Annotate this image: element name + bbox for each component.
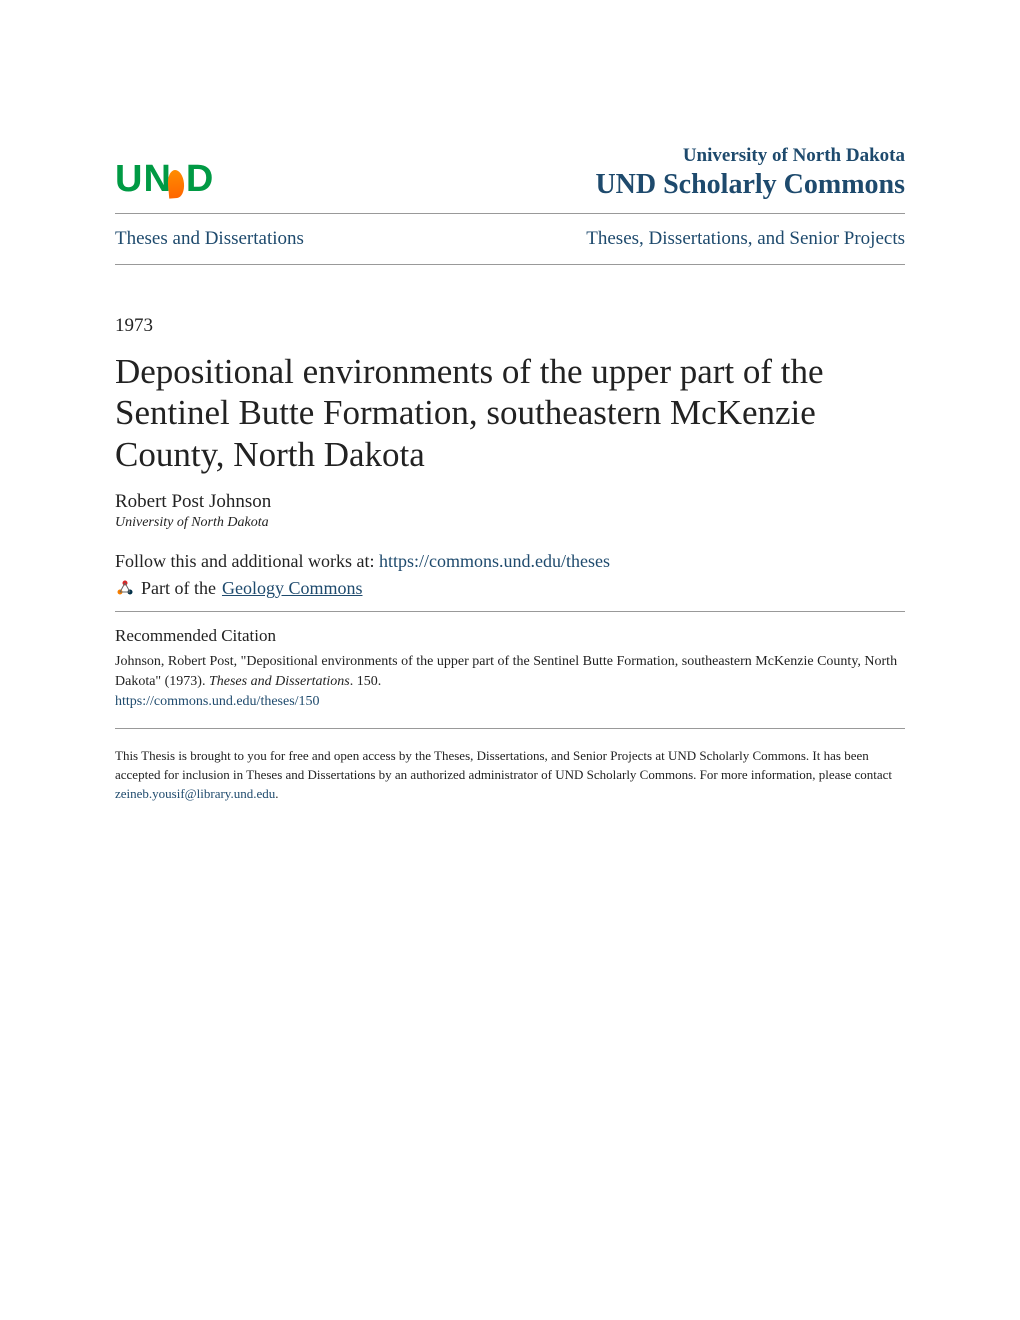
follow-url-link[interactable]: https://commons.und.edu/theses (379, 551, 610, 571)
breadcrumb-nav: Theses and Dissertations Theses, Dissert… (115, 214, 905, 265)
nav-left-link[interactable]: Theses and Dissertations (115, 228, 304, 250)
citation-section: Recommended Citation Johnson, Robert Pos… (115, 612, 905, 730)
citation-heading: Recommended Citation (115, 626, 905, 646)
logo[interactable]: U N D (115, 158, 214, 201)
footer-email-link[interactable]: zeineb.yousif@library.und.edu (115, 786, 275, 801)
author-affiliation: University of North Dakota (115, 515, 905, 531)
page-container: U N D University of North Dakota UND Sch… (0, 0, 1020, 1320)
footer-period: . (275, 786, 278, 801)
citation-text-2: . 150. (350, 674, 382, 689)
university-name[interactable]: University of North Dakota (595, 145, 905, 167)
document-title: Depositional environments of the upper p… (115, 351, 905, 475)
footer-text: This Thesis is brought to you for free a… (115, 729, 905, 804)
logo-letter-u: U (115, 158, 143, 201)
citation-body: Johnson, Robert Post, "Depositional envi… (115, 652, 905, 693)
follow-prefix: Follow this and additional works at: (115, 551, 379, 571)
flame-icon (167, 169, 185, 198)
publication-year: 1973 (115, 315, 905, 337)
commons-name[interactable]: UND Scholarly Commons (595, 169, 905, 201)
network-icon[interactable] (115, 578, 135, 598)
header-titles: University of North Dakota UND Scholarly… (595, 145, 905, 201)
author-name: Robert Post Johnson (115, 491, 905, 513)
citation-series-title: Theses and Dissertations (209, 674, 350, 689)
follow-section: Follow this and additional works at: htt… (115, 531, 905, 804)
part-of-line: Part of the Geology Commons (115, 578, 905, 612)
footer-body: This Thesis is brought to you for free a… (115, 748, 892, 782)
part-of-link[interactable]: Geology Commons (222, 578, 363, 599)
header: U N D University of North Dakota UND Sch… (115, 145, 905, 214)
follow-line: Follow this and additional works at: htt… (115, 551, 905, 572)
part-of-prefix: Part of the (141, 578, 216, 599)
logo-letter-d: D (186, 158, 214, 201)
nav-right-link[interactable]: Theses, Dissertations, and Senior Projec… (586, 228, 905, 250)
content-area: 1973 Depositional environments of the up… (115, 265, 905, 1270)
citation-link[interactable]: https://commons.und.edu/theses/150 (115, 694, 905, 710)
